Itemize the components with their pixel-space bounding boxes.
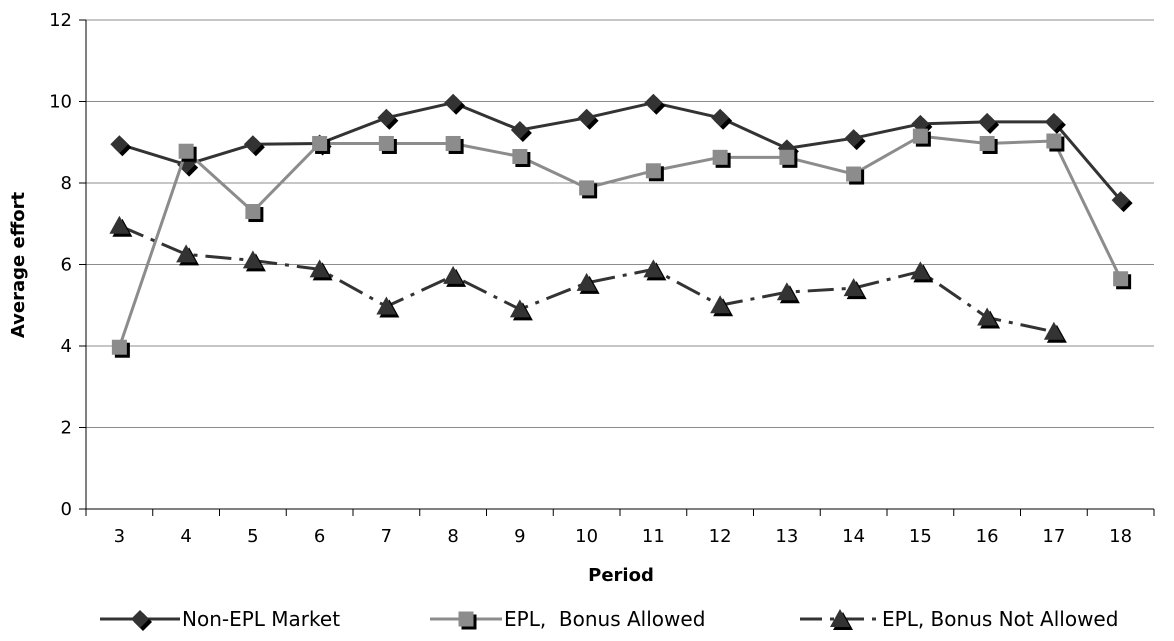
series-1-point — [979, 135, 998, 154]
x-tick-label: 18 — [1109, 526, 1132, 547]
legend-item: Non-EPL Market — [100, 607, 340, 631]
x-tick-label: 4 — [180, 526, 191, 547]
series-0-point — [911, 114, 933, 136]
x-tick-label: 8 — [447, 526, 458, 547]
series-1-point — [579, 180, 598, 199]
x-tick-label: 16 — [976, 526, 999, 547]
series-line-1 — [117, 134, 1122, 348]
series-1-point — [178, 143, 197, 162]
legend-marker — [131, 610, 152, 631]
x-tick-label: 12 — [709, 526, 732, 547]
x-tick-labels: 3 4 5 6 7 8 9 10 11 12 13 14 15 16 17 18 — [114, 526, 1132, 547]
series-1-point — [378, 135, 397, 154]
x-tick-label: 14 — [842, 526, 865, 547]
series-0-point — [377, 108, 399, 130]
series-1-point — [846, 166, 865, 185]
series-2-point — [109, 215, 133, 237]
series-1-point — [312, 135, 331, 154]
y-tick-label: 10 — [49, 92, 72, 113]
y-tick-label: 8 — [61, 173, 72, 194]
x-tick-label: 17 — [1042, 526, 1065, 547]
series-2-point — [710, 295, 734, 317]
x-tick-label: 15 — [909, 526, 932, 547]
x-tick-label: 11 — [642, 526, 665, 547]
series-2-point — [509, 299, 533, 321]
series-0-point — [711, 108, 733, 130]
series-1-point — [779, 149, 798, 168]
x-tick-label: 7 — [381, 526, 392, 547]
series-1-point — [1113, 271, 1132, 290]
x-tick-label: 9 — [514, 526, 525, 547]
series-group — [109, 93, 1133, 358]
series-1-point — [512, 149, 531, 168]
series-line-0 — [118, 101, 1122, 202]
y-tick-labels: 0 2 4 6 8 10 12 — [49, 10, 72, 520]
series-0-point — [444, 93, 466, 115]
x-tick-label: 5 — [247, 526, 258, 547]
series-0-point — [1044, 112, 1066, 134]
series-2-point — [309, 259, 333, 281]
series-1-point — [245, 204, 264, 223]
series-2-point — [910, 261, 934, 283]
series-0-point — [110, 135, 132, 157]
series-2-point — [242, 250, 266, 272]
series-2-point — [376, 296, 400, 318]
legend-item: EPL, Bonus Not Allowed — [800, 607, 1118, 631]
series-0-point — [243, 135, 265, 157]
x-tick-label: 3 — [114, 526, 125, 547]
legend-marker — [830, 609, 853, 630]
x-tick-label: 10 — [575, 526, 598, 547]
x-axis-title: Period — [588, 565, 654, 586]
series-0-point — [644, 93, 666, 115]
axes — [79, 19, 1155, 516]
series-2-point — [776, 282, 800, 304]
series-1-point — [712, 149, 731, 168]
legend-label: EPL, Bonus Not Allowed — [882, 607, 1118, 631]
series-2-point — [1043, 321, 1067, 343]
series-0-point — [577, 108, 599, 130]
series-1-point — [111, 339, 130, 358]
series-2-point — [843, 278, 867, 300]
x-tick-label: 13 — [775, 526, 798, 547]
y-tick-label: 12 — [49, 10, 72, 31]
y-tick-label: 2 — [61, 418, 72, 439]
series-1-point — [645, 163, 664, 182]
series-2-point — [443, 265, 467, 287]
series-0-point — [978, 112, 1000, 134]
series-2-point — [176, 244, 200, 266]
y-tick-label: 6 — [61, 255, 72, 276]
series-0-point — [510, 121, 532, 143]
series-1-point — [912, 128, 931, 147]
series-2-point — [643, 259, 667, 281]
series-line-2 — [118, 224, 1055, 334]
gridlines — [86, 19, 1154, 428]
series-0-point — [1111, 191, 1133, 213]
y-tick-label: 0 — [61, 499, 72, 520]
x-tick-label: 6 — [314, 526, 325, 547]
series-0-point — [844, 129, 866, 151]
legend-label: Non-EPL Market — [182, 607, 340, 631]
y-axis-title: Average effort — [8, 191, 29, 338]
legend-label: EPL, Bonus Allowed — [504, 607, 705, 631]
y-tick-label: 4 — [61, 336, 72, 357]
series-1-point — [1046, 133, 1065, 152]
series-2-point — [977, 307, 1001, 329]
legend-item: EPL, Bonus Allowed — [430, 607, 705, 631]
series-2-point — [576, 272, 600, 294]
legend-marker — [458, 611, 477, 630]
legend: Non-EPL Market EPL, Bonus Allowed EPL, Bon… — [100, 607, 1118, 631]
series-1-point — [445, 135, 464, 154]
